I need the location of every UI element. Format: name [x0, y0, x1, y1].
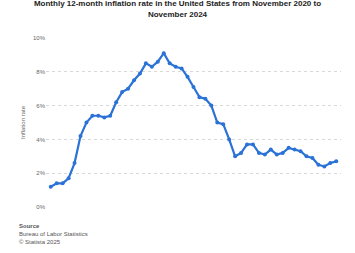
svg-text:0%: 0%	[36, 204, 45, 210]
svg-text:Monthly 12-month inflation rat: Monthly 12-month inflation rate in the U…	[34, 0, 321, 19]
svg-text:10%: 10%	[33, 35, 46, 41]
svg-text:Inflation rate: Inflation rate	[20, 105, 26, 139]
svg-text:6%: 6%	[36, 103, 45, 109]
svg-text:4%: 4%	[36, 137, 45, 143]
svg-text:2%: 2%	[36, 170, 45, 176]
svg-text:SourceBureau of Labor Statisti: SourceBureau of Labor Statistics© Statis…	[19, 223, 88, 245]
svg-text:8%: 8%	[36, 69, 45, 75]
